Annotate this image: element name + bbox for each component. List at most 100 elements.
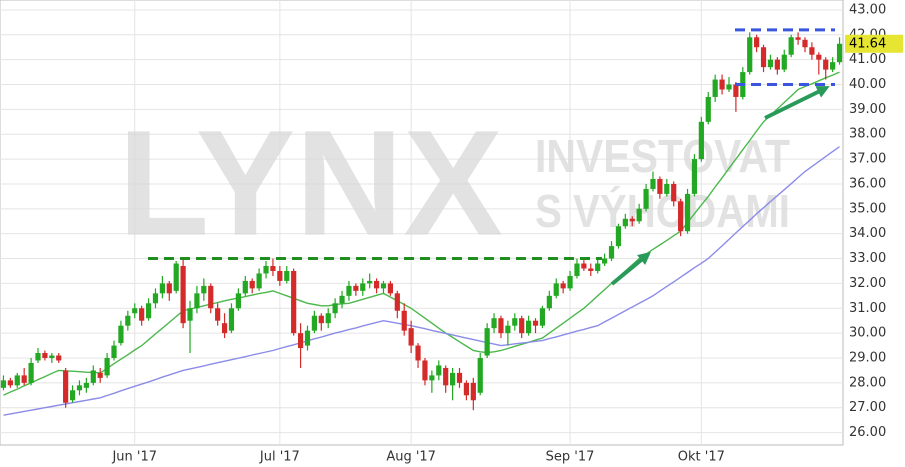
candle-body: [152, 293, 159, 304]
x-tick-label: Okt '17: [678, 450, 725, 465]
candle-body: [767, 59, 774, 68]
candle-body: [0, 380, 7, 388]
y-tick-label: 29.00: [849, 350, 886, 365]
candle-body: [754, 37, 760, 48]
candle-body: [97, 372, 103, 378]
candle-body: [615, 226, 622, 247]
candle-body: [781, 54, 787, 70]
candle-body: [69, 390, 76, 401]
candle-body: [83, 382, 89, 388]
candle-body: [415, 345, 421, 361]
y-tick-label: 43.00: [849, 2, 886, 17]
y-tick-label: 32.00: [849, 276, 886, 291]
candle-body: [498, 318, 504, 334]
moving-average: [3, 71, 840, 396]
candle-body: [650, 178, 656, 189]
candle-body: [456, 372, 463, 383]
candle-body: [809, 47, 815, 55]
candle-body: [567, 275, 573, 289]
plot-area: [0, 0, 844, 446]
candle-body: [173, 263, 179, 291]
y-tick-label: 34.00: [849, 226, 886, 241]
candle-body: [249, 280, 255, 289]
candle-body: [76, 385, 83, 391]
candle-body: [291, 270, 297, 334]
candle-body: [595, 263, 601, 271]
marks: [0, 28, 843, 416]
candle-body: [208, 285, 214, 309]
candle-body: [318, 315, 324, 324]
candle-body: [21, 375, 27, 383]
candle-body: [42, 353, 48, 358]
candle-body: [353, 285, 359, 291]
candle-body: [346, 285, 352, 296]
candle-body: [581, 263, 587, 269]
candle-body: [823, 59, 829, 70]
watermark-line: INVESTOVAT: [535, 130, 790, 182]
y-tick-label: 41.00: [849, 52, 886, 67]
candle-body: [339, 295, 345, 304]
candle-body: [325, 313, 331, 324]
candle-body: [277, 270, 283, 281]
candle-body: [35, 353, 41, 361]
x-tick-label: Jul '17: [259, 450, 300, 465]
candle-body: [380, 283, 387, 289]
candle-body: [180, 266, 186, 324]
candle-body: [449, 372, 456, 386]
candle-body: [802, 39, 808, 48]
y-tick-label: 33.00: [849, 251, 886, 266]
arrow: [764, 86, 830, 120]
candle-body: [263, 266, 269, 274]
candle-body: [63, 370, 69, 403]
candle-body: [145, 303, 152, 319]
candle-body: [491, 318, 497, 329]
candle-body: [7, 380, 13, 386]
candle-body: [422, 360, 428, 381]
candle-body: [719, 79, 725, 90]
candle-body: [242, 280, 248, 294]
y-tick-label: 28.00: [849, 375, 886, 390]
candle-body: [532, 320, 539, 326]
candle-body: [166, 283, 172, 294]
candle-body: [436, 365, 442, 376]
candle-body: [235, 293, 241, 309]
candle-body: [747, 37, 753, 73]
last-price-label: 41.64: [849, 36, 886, 51]
candle-body: [574, 263, 580, 276]
candle-body: [463, 382, 470, 396]
candle-body: [429, 375, 435, 381]
y-tick-label: 37.00: [849, 152, 886, 167]
candle-body: [788, 37, 794, 55]
candle-body: [830, 62, 836, 70]
y-tick-label: 36.00: [849, 176, 886, 191]
candle-body: [622, 218, 628, 227]
candle-body: [470, 382, 476, 401]
x-tick-label: Aug '17: [386, 450, 436, 465]
candle-body: [297, 333, 304, 349]
candle-body: [643, 188, 649, 209]
candle-body: [408, 328, 414, 346]
y-tick-label: 26.00: [849, 425, 886, 440]
candle-body: [187, 308, 193, 321]
candle-body: [602, 258, 608, 264]
candle-body: [512, 318, 518, 326]
candle-body: [111, 345, 117, 358]
candle-body: [118, 325, 124, 344]
y-tick-label: 27.00: [849, 400, 886, 415]
candle-body: [636, 208, 642, 222]
candle-body: [56, 355, 62, 361]
y-tick-label: 30.00: [849, 326, 886, 341]
candle-body: [684, 193, 691, 232]
candle-body: [712, 79, 718, 97]
candle-body: [104, 357, 110, 376]
candle-body: [546, 295, 552, 309]
candle-body: [774, 59, 780, 70]
arrow: [610, 251, 651, 286]
candle-body: [14, 375, 20, 386]
candle-body: [553, 283, 559, 296]
candle-body: [795, 37, 801, 40]
candle-body: [221, 323, 228, 334]
candle-body: [49, 355, 55, 358]
candle-body: [311, 315, 317, 331]
